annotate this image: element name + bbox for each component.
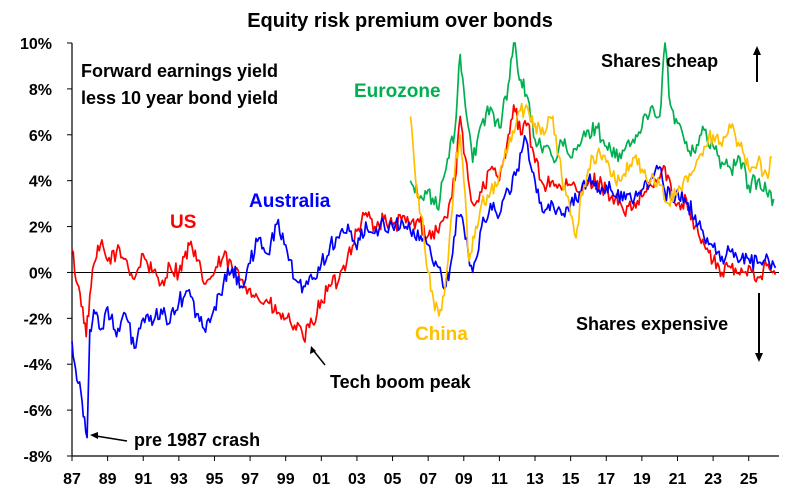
x-tick-label: 15 [562, 471, 580, 488]
x-tick-label: 23 [704, 471, 722, 488]
series-label-china: China [415, 324, 468, 345]
x-tick-label: 19 [633, 471, 651, 488]
y-tick-label: 0% [29, 265, 52, 282]
series-label-australia: Australia [249, 191, 331, 212]
subtitle-line-2: less 10 year bond yield [81, 88, 278, 108]
x-tick-label: 01 [312, 471, 330, 488]
y-tick-label: -8% [24, 449, 52, 466]
x-tick-label: 91 [134, 471, 152, 488]
y-tick-label: 4% [29, 174, 52, 191]
y-tick-label: -6% [24, 403, 52, 420]
pre-crash-arrow [90, 432, 128, 442]
x-tick-label: 05 [384, 471, 402, 488]
y-tick-label: 8% [29, 82, 52, 99]
x-axis-ticks: 87 89 91 93 95 97 99 01 03 05 07 09 11 13 15 17 19 21 23 25 [63, 456, 758, 488]
x-tick-label: 21 [669, 471, 687, 488]
x-tick-label: 07 [419, 471, 437, 488]
x-tick-label: 09 [455, 471, 473, 488]
x-tick-label: 03 [348, 471, 366, 488]
series-lines [71, 42, 777, 439]
y-tick-label: -4% [24, 357, 52, 374]
series-line-australia [71, 135, 777, 439]
x-tick-label: 89 [99, 471, 117, 488]
x-tick-label: 95 [206, 471, 224, 488]
x-tick-label: 11 [491, 471, 508, 488]
series-line-eurozone [409, 42, 775, 211]
pre-crash-label: pre 1987 crash [134, 430, 260, 450]
y-tick-label: 2% [29, 220, 52, 237]
series-label-us: US [170, 212, 196, 233]
chart-title: Equity risk premium over bonds [247, 10, 553, 32]
subtitle-line-1: Forward earnings yield [81, 61, 278, 81]
x-tick-label: 99 [277, 471, 295, 488]
y-axis-ticks: 10% 8% 6% 4% 2% 0% -2% -4% -6% -8% [20, 36, 72, 466]
tech-boom-label: Tech boom peak [330, 372, 472, 392]
shares-expensive-label: Shares expensive [576, 314, 728, 334]
x-tick-label: 25 [740, 471, 758, 488]
x-tick-label: 17 [597, 471, 615, 488]
up-arrow [753, 46, 761, 82]
x-tick-label: 87 [63, 471, 81, 488]
y-tick-label: -2% [24, 311, 52, 328]
shares-cheap-label: Shares cheap [601, 51, 718, 71]
x-tick-label: 93 [170, 471, 188, 488]
x-tick-label: 97 [241, 471, 259, 488]
y-tick-label: 6% [29, 128, 52, 145]
tech-boom-arrow [310, 346, 326, 366]
x-tick-label: 13 [526, 471, 544, 488]
y-tick-label: 10% [20, 36, 52, 53]
series-label-eurozone: Eurozone [354, 81, 441, 102]
series-line-china [409, 102, 773, 317]
down-arrow [755, 293, 763, 362]
